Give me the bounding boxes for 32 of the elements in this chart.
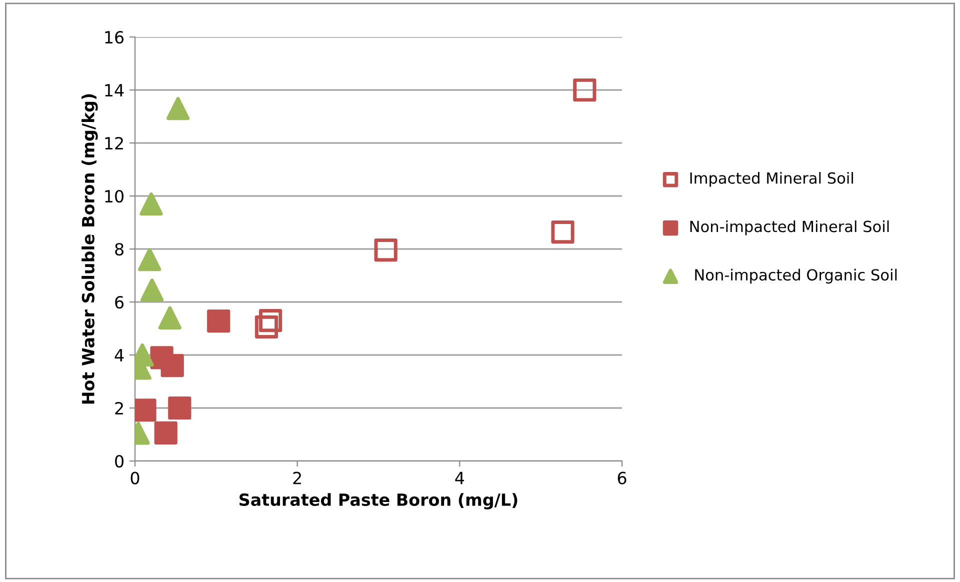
y-tick-label: 6: [115, 296, 124, 309]
y-axis-title: Hot Water Soluble Boron (mg/kg): [82, 94, 98, 404]
legend-label: Non-impacted Mineral Soil: [690, 220, 889, 236]
point: [551, 220, 574, 244]
point: [573, 78, 596, 102]
y-tick-label: 10: [105, 190, 124, 203]
y-tick-label: 8: [115, 242, 124, 256]
point: [254, 315, 278, 338]
point: [207, 310, 230, 333]
y-tick-label: 12: [105, 136, 123, 150]
point: [168, 396, 192, 420]
point: [154, 421, 178, 444]
legend-label: Impacted Mineral Soil: [690, 172, 853, 187]
legend-label: Non-impacted Organic Soil: [695, 268, 897, 284]
x-tick-label: 0: [130, 472, 140, 484]
point: [140, 192, 163, 216]
y-tick-label: 4: [114, 349, 124, 362]
y-tick-label: 16: [105, 30, 124, 44]
point: [158, 306, 182, 330]
point: [374, 238, 398, 262]
x-tick-label: 4: [455, 472, 464, 484]
point: [140, 278, 164, 302]
x-tick-label: 2: [293, 472, 301, 484]
x-tick-label: 6: [618, 472, 626, 484]
point: [166, 96, 190, 120]
y-tick-label: 0: [115, 454, 124, 468]
x-axis-title: Saturated Paste Boron (mg/L): [240, 493, 518, 510]
point: [160, 354, 184, 378]
point: [138, 248, 162, 272]
y-tick-label: 14: [105, 84, 124, 96]
y-tick-label: 2: [115, 402, 123, 414]
point: [258, 308, 282, 332]
